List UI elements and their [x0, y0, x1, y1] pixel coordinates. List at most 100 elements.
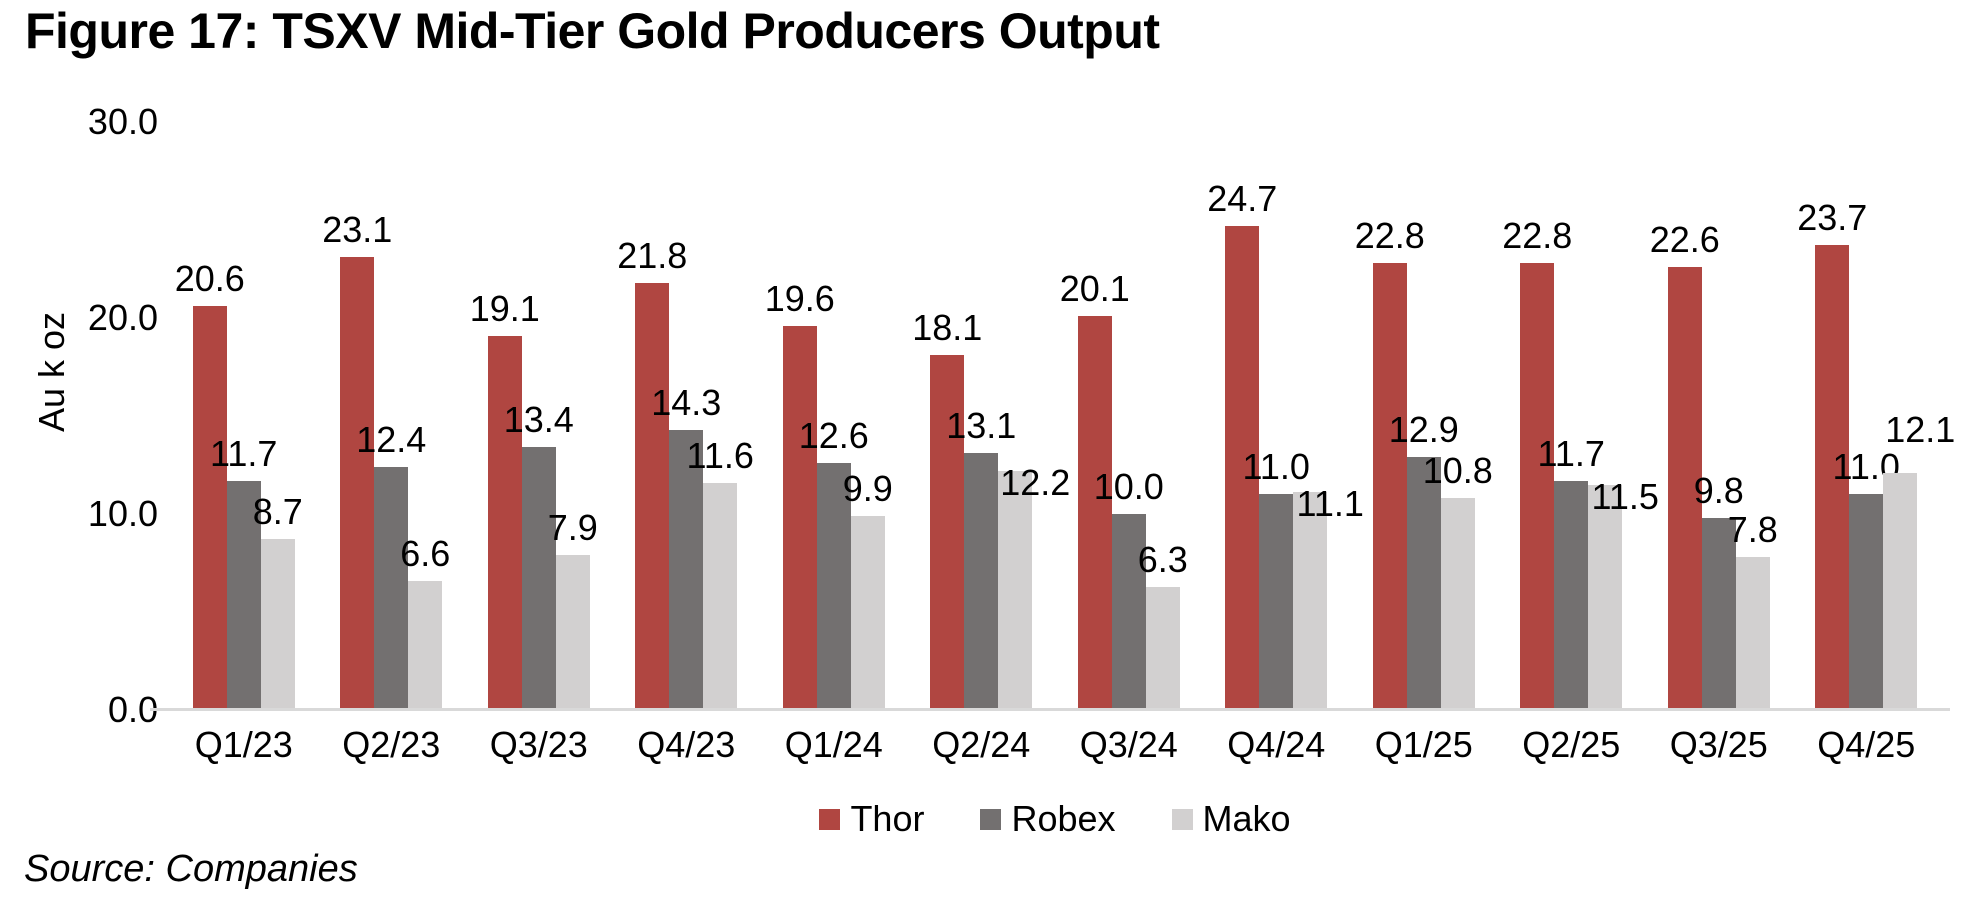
bar-group-Q1-25: 22.8 12.9 10.8 [1350, 122, 1498, 710]
bar-robex: 11.0 [1833, 446, 1900, 710]
bar-value-label: 10.0 [1093, 466, 1164, 507]
x-axis-label: Q3/24 [1079, 724, 1178, 765]
bar-mako: 12.1 [1883, 409, 1955, 710]
bar-value-label: 9.8 [1693, 469, 1744, 511]
bar-thor: 21.8 [617, 235, 687, 710]
bar-value-label: 19.6 [764, 277, 835, 319]
bar-value-label: 22.8 [1354, 215, 1425, 257]
bar-mako: 12.2 [998, 462, 1070, 710]
bar-thor: 20.1 [1060, 268, 1130, 710]
bar-thor: 22.6 [1650, 219, 1720, 710]
bar-thor: 18.1 [912, 307, 982, 710]
bar-thor: 23.7 [1797, 197, 1867, 710]
legend-label: Thor [850, 798, 925, 839]
bar-value-label: 22.6 [1649, 219, 1720, 261]
x-axis-label: Q1/24 [784, 724, 883, 765]
legend-item-thor: Thor [819, 798, 924, 840]
bar-thor: 22.8 [1502, 215, 1572, 710]
bar-group-Q2-24: 18.1 13.1 12.2 [908, 122, 1070, 710]
bar-group-Q2-25: 22.8 11.7 11.5 [1498, 122, 1659, 710]
bar-mako: 6.6 [400, 533, 450, 710]
legend-swatch-icon [1171, 808, 1193, 830]
source-note: Source: Companies [24, 848, 358, 890]
bar-thor: 19.1 [470, 288, 540, 710]
legend-label: Robex [1011, 798, 1116, 839]
bar-value-label: 11.6 [686, 434, 754, 476]
bar-value-label: 23.1 [322, 209, 393, 251]
bar-robex: 10.0 [1094, 466, 1164, 710]
legend-swatch-icon [980, 808, 1002, 830]
bar-robex: 12.6 [799, 415, 869, 710]
bar-robex: 13.4 [504, 399, 574, 710]
bar-robex: 11.0 [1243, 446, 1310, 710]
bar-thor: 22.8 [1355, 215, 1425, 710]
bar-value-label: 11.7 [210, 432, 278, 474]
x-axis-label: Q2/25 [1522, 724, 1621, 765]
bar-mako: 11.6 [687, 435, 754, 710]
bar-mako: 11.1 [1293, 483, 1364, 710]
x-axis-label: Q1/25 [1374, 724, 1473, 765]
bar-robex: 11.7 [1538, 433, 1605, 710]
x-axis-label: Q4/23 [637, 724, 736, 765]
bar-value-label: 20.1 [1059, 268, 1130, 310]
x-axis-labels: Q1/23 Q2/23 Q3/23 Q4/23 Q1/24 Q2/24 Q3/24 Q4/24… [170, 724, 1940, 766]
bar-mako: 9.9 [843, 468, 893, 710]
bar-value-label: 12.6 [798, 415, 869, 457]
y-tick-label: 0.0 [107, 689, 158, 730]
bar-mako: 7.8 [1728, 509, 1778, 710]
bar-value-label: 19.1 [469, 287, 540, 329]
x-axis-label: Q3/23 [489, 724, 588, 765]
x-axis-label: Q4/24 [1227, 724, 1326, 765]
bar-value-label: 6.6 [400, 532, 451, 574]
bar-value-label: 6.3 [1137, 538, 1188, 580]
legend-item-mako: Mako [1171, 798, 1291, 840]
bar-group-Q1-23: 20.6 11.7 8.7 [170, 122, 318, 710]
x-axis-label: Q2/23 [342, 724, 441, 765]
bar-value-label: 12.4 [356, 418, 427, 460]
bar-value-label: 7.8 [1727, 509, 1778, 551]
bar-thor: 20.6 [175, 258, 245, 710]
bar-robex: 11.7 [210, 433, 277, 710]
bar-value-label: 11.1 [1296, 483, 1364, 525]
bar-value-label: 7.9 [547, 507, 598, 549]
bar-value-label: 21.8 [617, 234, 688, 276]
bar-value-label: 24.7 [1207, 177, 1278, 219]
bar-group-Q3-25: 22.6 9.8 7.8 [1645, 122, 1793, 710]
y-tick-label: 10.0 [87, 493, 158, 534]
bar-robex: 12.9 [1389, 409, 1459, 710]
bar-value-label: 11.0 [1242, 446, 1310, 488]
bar-group-Q4-23: 21.8 14.3 11.6 [613, 122, 761, 710]
bar-value-label: 8.7 [252, 491, 303, 533]
bar-value-label: 12.1 [1885, 408, 1956, 450]
bar-robex: 14.3 [651, 382, 721, 710]
bar-robex: 9.8 [1694, 470, 1744, 710]
y-tick-label: 30.0 [87, 101, 158, 142]
bar-mako: 11.5 [1588, 476, 1659, 710]
x-axis-label: Q3/25 [1669, 724, 1768, 765]
legend: Thor Robex Mako [170, 798, 1940, 840]
x-axis-label: Q4/25 [1817, 724, 1916, 765]
bar-mako: 8.7 [253, 491, 303, 710]
bar-thor: 23.1 [322, 209, 392, 710]
plot-area: 20.6 11.7 8.7 23.1 12.4 6.6 19.1 13.4 7.9 21.8 14.… [170, 122, 1955, 710]
bar-thor: 24.7 [1207, 178, 1277, 710]
legend-label: Mako [1202, 798, 1291, 839]
bar-group-Q1-24: 19.6 12.6 9.9 [760, 122, 908, 710]
bar-group-Q3-24: 20.1 10.0 6.3 [1055, 122, 1203, 710]
y-tick-label: 20.0 [87, 297, 158, 338]
x-axis-label: Q2/24 [932, 724, 1031, 765]
bar-value-label: 14.3 [651, 381, 722, 423]
bar-value-label: 23.7 [1797, 197, 1868, 239]
bar-value-label: 13.4 [503, 399, 574, 441]
bar-group-Q3-23: 19.1 13.4 7.9 [465, 122, 613, 710]
bar-robex: 12.4 [356, 419, 426, 710]
legend-swatch-icon [819, 808, 841, 830]
bar-value-label: 13.1 [946, 405, 1017, 447]
bar-thor: 19.6 [765, 278, 835, 710]
bar-value-label: 22.8 [1502, 215, 1573, 257]
bar-group-Q2-23: 23.1 12.4 6.6 [318, 122, 466, 710]
bar-mako: 10.8 [1423, 450, 1493, 710]
bar-value-label: 10.8 [1422, 450, 1493, 492]
bar-value-label: 12.9 [1388, 409, 1459, 451]
